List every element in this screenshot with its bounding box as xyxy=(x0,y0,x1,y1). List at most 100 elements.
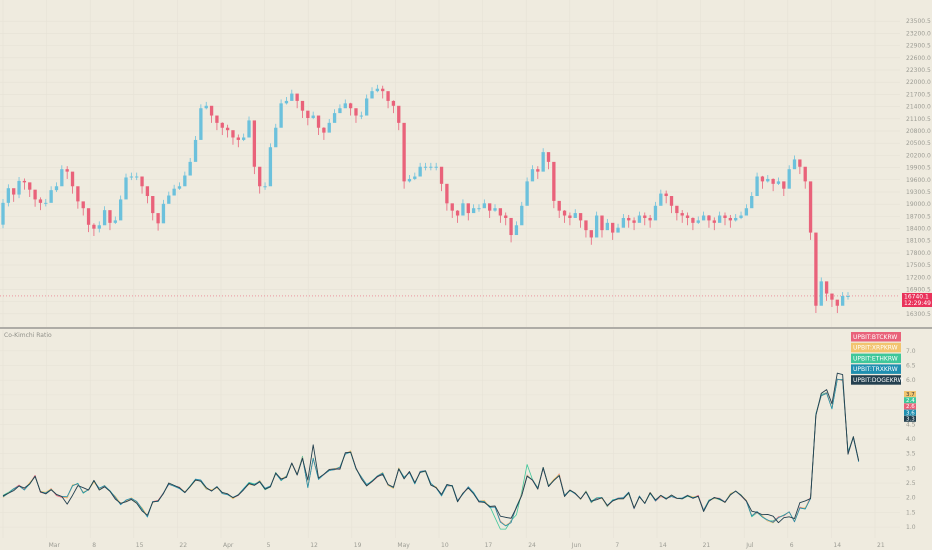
time-tick-label: May xyxy=(397,542,410,549)
candle-body xyxy=(300,100,305,111)
candle-body xyxy=(578,213,583,221)
candle xyxy=(76,186,80,209)
candle xyxy=(546,152,551,170)
time-axis[interactable]: Mar 8 15 22 Apr 5 12 19 May 10 17 24 Jun 7 14 21 Jul 6 14 2… xyxy=(49,542,885,549)
candle xyxy=(242,133,246,142)
series-line-upbitdogekrw xyxy=(2,372,860,524)
candle xyxy=(161,199,166,224)
candle xyxy=(557,200,561,218)
legend-item: UPBIT:TRXKRW xyxy=(851,364,901,374)
candle-body xyxy=(199,108,203,140)
candle xyxy=(391,100,396,114)
candle-body xyxy=(621,217,626,228)
candle-body xyxy=(782,181,786,189)
candle-body xyxy=(712,220,716,223)
candle xyxy=(675,205,679,221)
candle xyxy=(552,161,556,209)
candle xyxy=(466,203,470,221)
candle-body xyxy=(407,178,412,182)
price-tick-label: 18400.0 xyxy=(906,226,931,233)
price-tick-label: 20200.0 xyxy=(906,152,931,159)
candle xyxy=(92,223,96,237)
legend-swatch xyxy=(851,353,901,364)
candle-body xyxy=(455,210,460,216)
candle-body xyxy=(616,227,620,233)
candle-body xyxy=(386,91,390,101)
candle xyxy=(771,178,775,192)
candle-body xyxy=(279,103,283,128)
candle-body xyxy=(290,93,294,101)
candle xyxy=(60,165,64,187)
price-pane[interactable]: 16300.516600.016900.517200.017500.517800… xyxy=(0,0,932,327)
candle-body xyxy=(49,190,53,203)
candle-body xyxy=(129,176,134,178)
time-tick-label: 8 xyxy=(92,542,96,549)
candle xyxy=(723,212,727,226)
candle-body xyxy=(546,152,551,162)
candle-body xyxy=(594,215,599,238)
candle xyxy=(824,281,829,301)
candle xyxy=(6,184,11,207)
candle xyxy=(766,175,770,183)
time-tick-label: Apr xyxy=(223,542,234,549)
indicator-pane[interactable]: Co-Kimchi Ratio 7.06.56.05.55.04.54.03.5… xyxy=(0,330,916,538)
candle xyxy=(439,166,444,192)
candle-body xyxy=(717,215,722,223)
candle-body xyxy=(498,208,503,216)
candle xyxy=(311,111,315,120)
candle xyxy=(327,118,331,133)
candle-body xyxy=(525,181,529,206)
candle-body xyxy=(17,180,21,195)
candle xyxy=(108,210,112,231)
candle xyxy=(680,210,684,223)
candle-body xyxy=(70,171,75,187)
indicator-title[interactable]: Co-Kimchi Ratio xyxy=(4,332,52,339)
legend-swatch xyxy=(851,332,901,342)
candle-body xyxy=(209,105,214,116)
candle-body xyxy=(402,122,406,182)
candle-body xyxy=(135,176,139,178)
candle-body xyxy=(220,122,224,128)
candle xyxy=(429,162,433,171)
candle-body xyxy=(637,215,642,223)
candle xyxy=(750,192,754,209)
candle xyxy=(151,196,155,221)
time-tick-label: 12 xyxy=(310,542,318,549)
candle-body xyxy=(76,186,80,202)
candle-body xyxy=(22,180,27,183)
legend-swatch xyxy=(851,342,901,353)
candle-body xyxy=(316,115,321,128)
candle-body xyxy=(295,93,299,101)
candle xyxy=(102,206,107,226)
candle-body xyxy=(744,208,749,216)
candle xyxy=(209,105,214,123)
candle-body xyxy=(423,166,428,168)
candle xyxy=(798,159,802,175)
candle-body xyxy=(332,113,337,123)
candle-body xyxy=(247,120,251,138)
candle xyxy=(830,293,834,307)
candle-body xyxy=(803,166,807,182)
candle xyxy=(413,172,417,181)
candle-body xyxy=(1,202,5,225)
time-tick-label: 5 xyxy=(267,542,271,549)
candle-body xyxy=(92,224,96,229)
candle xyxy=(445,183,449,211)
last-value-badges: 3.72.42.63.63.3 xyxy=(904,391,916,423)
candle xyxy=(728,214,732,228)
candle-body xyxy=(723,215,727,218)
candle-body xyxy=(348,103,353,109)
candle-body xyxy=(771,178,775,184)
candle-body xyxy=(381,88,385,92)
candle-body xyxy=(167,195,171,204)
last-value-badge: 3.3 xyxy=(904,415,916,423)
candle-body xyxy=(648,217,652,221)
legend-swatch xyxy=(851,375,901,385)
candle-body xyxy=(225,127,230,131)
candle-body xyxy=(263,186,267,188)
candle-body xyxy=(370,91,374,99)
candle xyxy=(461,199,465,216)
candle-body xyxy=(327,122,331,133)
candle xyxy=(434,162,438,171)
